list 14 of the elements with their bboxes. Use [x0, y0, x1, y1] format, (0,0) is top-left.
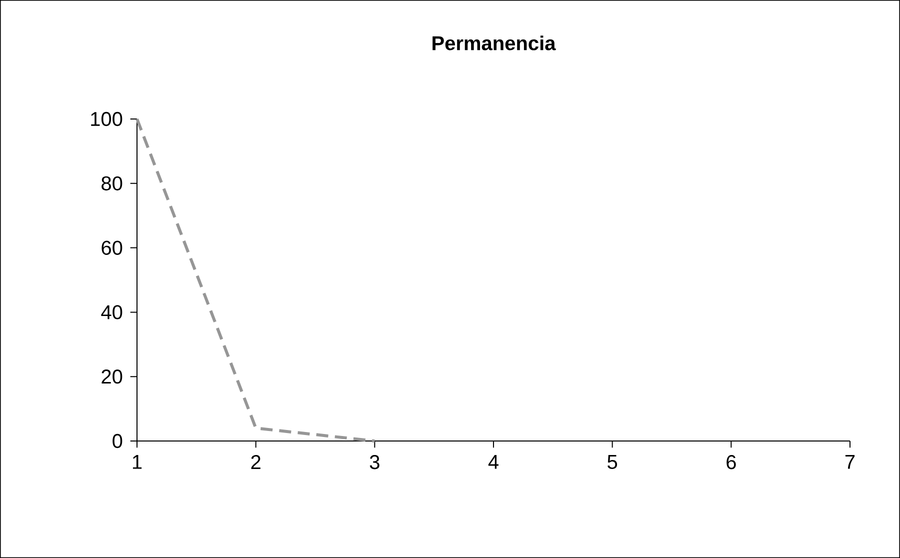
x-tick-label: 2 [251, 455, 260, 470]
x-tick-label: 4 [488, 455, 498, 469]
y-tick-label: 80 [102, 176, 122, 190]
x-tick-label: 6 [726, 455, 736, 470]
y-tick-label: 0 [112, 434, 122, 448]
y-tick-label: 20 [102, 370, 122, 384]
chart-title: Permanencia [432, 36, 556, 50]
x-tick-label: 1 [132, 455, 142, 469]
x-tick-label: 7 [845, 455, 855, 469]
x-tick-label: 5 [608, 455, 618, 469]
x-tick-label: 3 [370, 455, 380, 470]
y-tick-label: 100 [91, 112, 122, 126]
y-tick-label: 60 [102, 240, 122, 255]
y-tick-label: 40 [101, 305, 122, 320]
